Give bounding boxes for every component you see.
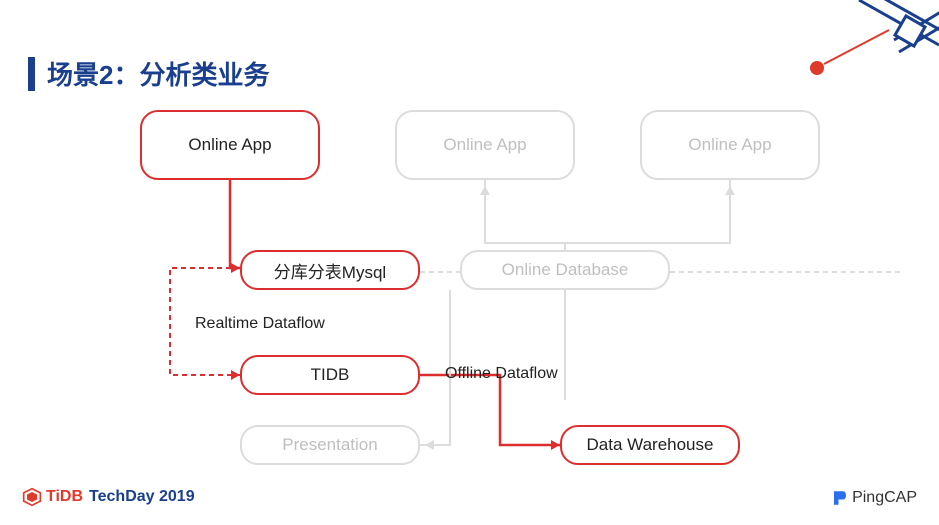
label-realtime: Realtime Dataflow [195,315,325,333]
node-online_app_2: Online App [395,110,575,180]
edge-0 [230,180,240,268]
node-online_app_1: Online App [140,110,320,180]
node-data_warehouse: Data Warehouse [560,425,740,465]
edge-2 [420,375,560,445]
tidb-logo-icon [22,487,42,507]
node-mysql: 分库分表Mysql [240,250,420,290]
edge-3 [485,180,565,250]
label-offline: Offline Dataflow [445,365,558,383]
footer-left: TiDB TechDay 2019 [22,487,195,507]
footer-event: TechDay 2019 [89,488,195,506]
node-online_db: Online Database [460,250,670,290]
footer-brand: TiDB [46,488,83,506]
footer-right-brand: PingCAP [852,489,917,507]
edge-4 [565,180,730,243]
pingcap-logo-icon [831,489,849,507]
node-online_app_3: Online App [640,110,820,180]
footer-right: PingCAP [831,489,917,507]
node-presentation: Presentation [240,425,420,465]
node-tidb: TIDB [240,355,420,395]
